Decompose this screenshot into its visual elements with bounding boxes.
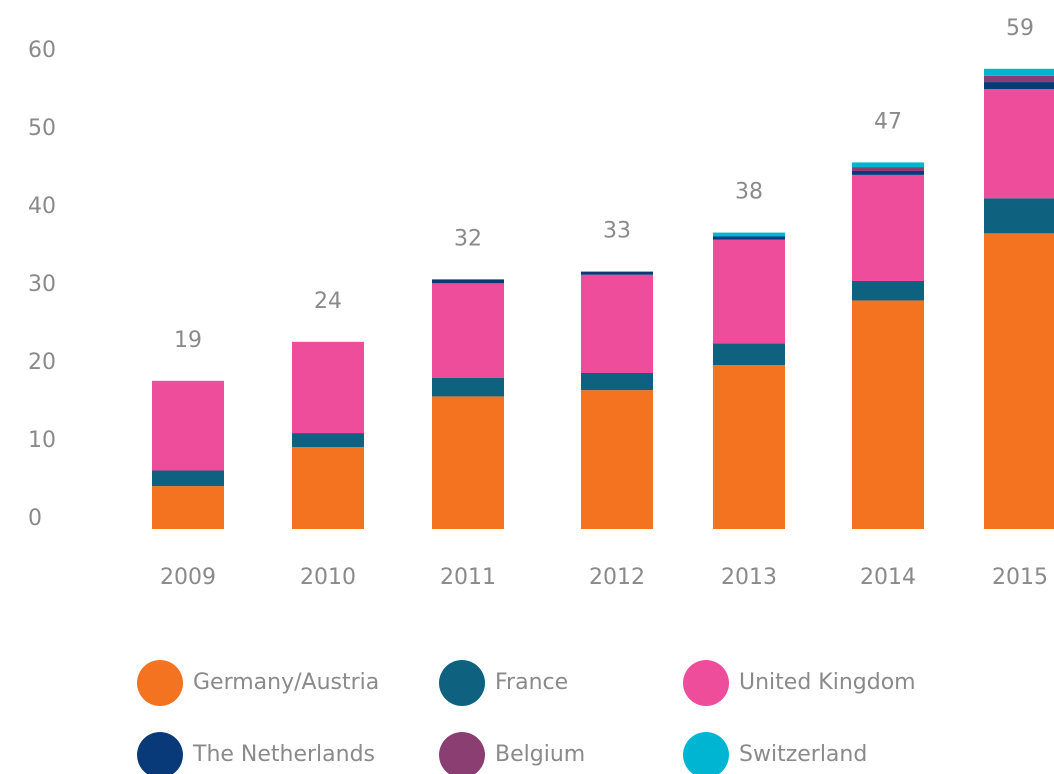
y-tick-label: 0 <box>28 506 42 531</box>
bar-segment <box>581 390 653 529</box>
x-tick-label: 2010 <box>300 565 356 590</box>
legend-label: Switzerland <box>739 742 867 767</box>
total-label: 19 <box>174 328 202 353</box>
bar-segment <box>713 365 785 529</box>
y-tick-label: 20 <box>28 350 56 375</box>
bar-segment <box>984 82 1054 90</box>
bar-segment <box>852 280 924 301</box>
legend-swatch <box>137 660 183 706</box>
total-label: 32 <box>454 226 482 251</box>
bar-segment <box>432 283 504 378</box>
total-label: 24 <box>314 289 342 314</box>
total-label: 47 <box>874 109 902 134</box>
bar-segment <box>152 470 224 487</box>
bar-segment <box>581 271 653 275</box>
legend-swatch <box>137 732 183 774</box>
bar-segment <box>152 486 224 529</box>
y-tick-label: 30 <box>28 272 56 297</box>
bar-segment <box>852 300 924 529</box>
x-tick-label: 2012 <box>589 565 645 590</box>
bar-segment <box>984 68 1054 76</box>
x-tick-label: 2015 <box>992 565 1048 590</box>
bar-segment <box>152 380 224 471</box>
bar-segment <box>852 167 924 171</box>
bar-segment <box>984 198 1054 234</box>
total-label: 59 <box>1006 16 1034 41</box>
bar-segment <box>984 89 1054 199</box>
legend-label: The Netherlands <box>192 742 375 767</box>
legend-swatch <box>439 732 485 774</box>
bar-segment <box>713 236 785 240</box>
bar-segment <box>581 274 653 373</box>
legend-label: Germany/Austria <box>193 670 379 695</box>
bar-segment <box>292 341 364 434</box>
bar-segment <box>292 447 364 529</box>
bar-segment <box>852 162 924 168</box>
x-tick-label: 2013 <box>721 565 777 590</box>
bar-segment <box>581 373 653 391</box>
bar-segment <box>432 396 504 529</box>
bar-segment <box>984 233 1054 529</box>
bar-segment <box>292 433 364 448</box>
legend-label: United Kingdom <box>739 670 916 695</box>
bar-segment <box>852 174 924 281</box>
x-tick-label: 2014 <box>860 565 916 590</box>
bar-segment <box>713 343 785 366</box>
bar-segment <box>713 239 785 344</box>
legend-swatch <box>439 660 485 706</box>
bar-segment <box>432 279 504 284</box>
bar-segment <box>432 377 504 397</box>
bar-segment <box>984 75 1054 83</box>
y-tick-label: 10 <box>28 428 56 453</box>
bar-segment <box>713 232 785 237</box>
x-tick-label: 2011 <box>440 565 496 590</box>
legend-swatch <box>683 732 729 774</box>
y-tick-label: 60 <box>28 38 56 63</box>
y-tick-label: 50 <box>28 116 56 141</box>
bar-segment <box>852 170 924 175</box>
legend-swatch <box>683 660 729 706</box>
legend-label: France <box>495 670 568 695</box>
legend-label: Belgium <box>495 742 585 767</box>
total-label: 38 <box>735 180 763 205</box>
y-tick-label: 40 <box>28 194 56 219</box>
x-tick-label: 2009 <box>160 565 216 590</box>
total-label: 33 <box>603 219 631 244</box>
